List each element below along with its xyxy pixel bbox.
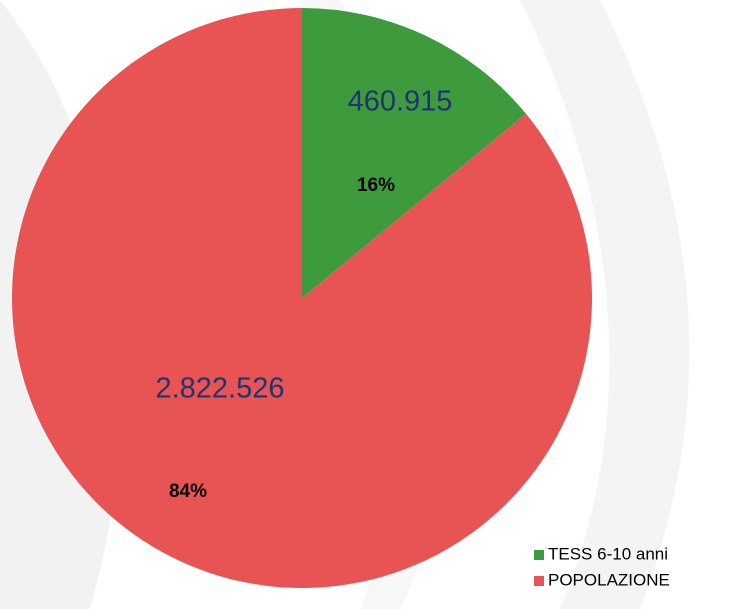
value-label: 2.822.526 bbox=[155, 373, 284, 405]
legend-label: POPOLAZIONE bbox=[548, 570, 670, 589]
pie-slice bbox=[302, 8, 526, 298]
legend-swatch bbox=[534, 576, 544, 586]
legend-label: TESS 6-10 anni bbox=[548, 544, 668, 563]
percent-label: 16% bbox=[357, 175, 395, 196]
value-label: 460.915 bbox=[348, 86, 453, 118]
percent-label: 84% bbox=[169, 481, 207, 502]
legend-swatch bbox=[534, 550, 544, 560]
pie-slice bbox=[11, 8, 592, 588]
background-stripe bbox=[520, 0, 690, 609]
